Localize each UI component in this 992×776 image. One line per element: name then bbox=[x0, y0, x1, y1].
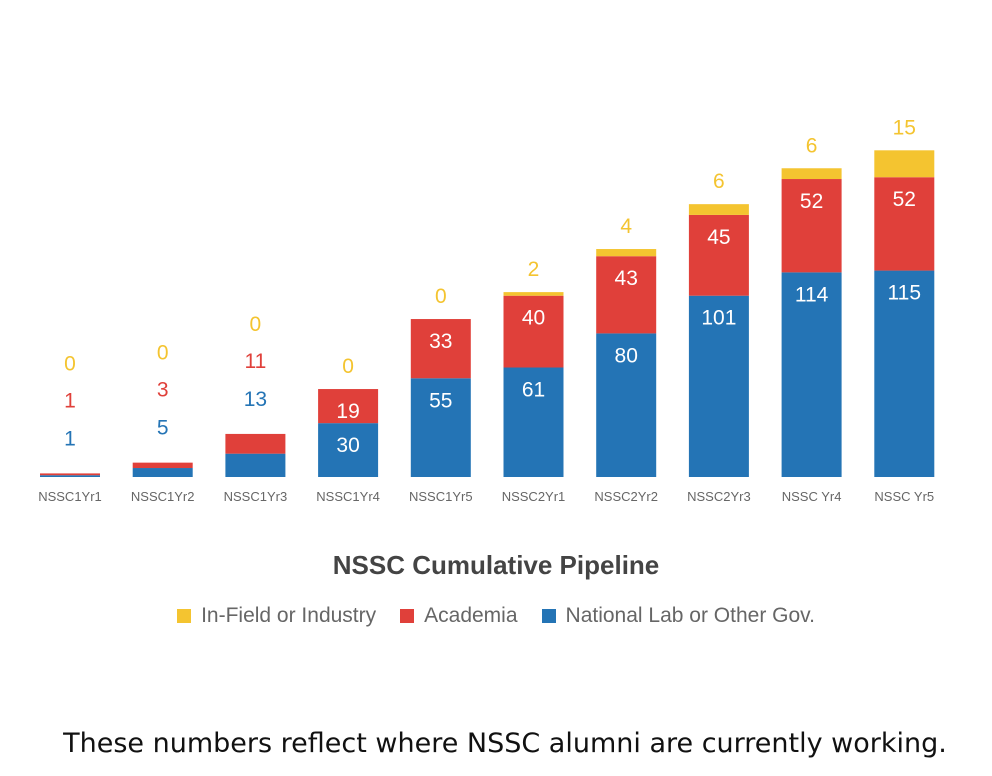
bar-segment-academia bbox=[781, 179, 842, 273]
bar-segment-academia bbox=[225, 433, 286, 454]
bar-segment-industry bbox=[874, 150, 935, 178]
legend-item-national-lab: National Lab or Other Gov. bbox=[541, 604, 815, 628]
legend-label-industry: In-Field or Industry bbox=[201, 604, 377, 627]
bar-segment-national-lab bbox=[318, 423, 379, 477]
x-tick-label: NSSC2Yr2 bbox=[594, 489, 658, 504]
bar-segment-industry bbox=[596, 249, 657, 257]
stacked-bar-chart: 110NSSC1Yr1530NSSC1Yr213110NSSC1Yr330190… bbox=[38, 116, 935, 504]
data-label-national-lab: 5 bbox=[157, 417, 169, 440]
bar-segment-academia bbox=[132, 462, 193, 469]
data-label-national-lab: 13 bbox=[244, 388, 267, 411]
x-tick-label: NSSC Yr5 bbox=[874, 489, 934, 504]
bar-segment-academia bbox=[318, 389, 379, 424]
bar-segment-national-lab bbox=[503, 367, 564, 477]
legend-swatch-industry bbox=[177, 609, 192, 623]
data-label-industry: 0 bbox=[250, 313, 262, 336]
bar-segment-national-lab bbox=[225, 453, 286, 477]
data-label-national-lab: 114 bbox=[795, 283, 829, 306]
bar-segment-industry bbox=[688, 204, 749, 215]
x-tick-label: NSSC Yr4 bbox=[782, 489, 842, 504]
legend-item-academia: Academia bbox=[400, 604, 518, 628]
x-tick-label: NSSC1Yr3 bbox=[224, 489, 288, 504]
x-tick-label: NSSC1Yr2 bbox=[131, 489, 195, 504]
data-label-academia: 52 bbox=[893, 188, 916, 211]
data-label-academia: 52 bbox=[800, 190, 823, 213]
bar-segment-academia bbox=[503, 295, 564, 368]
x-tick-label: NSSC1Yr1 bbox=[38, 489, 102, 504]
data-label-academia: 40 bbox=[522, 307, 545, 330]
caption-text: These numbers reflect where NSSC alumni … bbox=[63, 728, 947, 759]
data-label-national-lab: 115 bbox=[888, 282, 921, 305]
data-label-industry: 0 bbox=[435, 285, 447, 308]
data-label-industry: 2 bbox=[528, 258, 540, 281]
legend-item-industry: In-Field or Industry bbox=[177, 604, 376, 628]
data-label-academia: 43 bbox=[615, 267, 638, 290]
x-tick-label: NSSC2Yr3 bbox=[687, 489, 751, 504]
bar-segment-national-lab bbox=[596, 333, 657, 477]
data-label-national-lab: 61 bbox=[522, 379, 545, 402]
x-tick-label: NSSC2Yr1 bbox=[502, 489, 566, 504]
data-label-industry: 0 bbox=[64, 352, 76, 375]
data-label-national-lab: 30 bbox=[336, 434, 359, 457]
data-label-national-lab: 101 bbox=[701, 307, 736, 330]
legend-swatch-national-lab bbox=[541, 609, 556, 623]
x-tick-label: NSSC1Yr5 bbox=[409, 489, 473, 504]
bar-segment-national-lab bbox=[132, 468, 193, 477]
bar-segment-national-lab bbox=[40, 475, 100, 477]
data-label-national-lab: 80 bbox=[615, 344, 638, 367]
data-label-academia: 11 bbox=[244, 350, 266, 373]
bar-segment-national-lab bbox=[874, 270, 935, 477]
legend-swatch-academia bbox=[400, 609, 415, 623]
bar-segment-national-lab bbox=[688, 295, 749, 477]
data-label-industry: 6 bbox=[806, 134, 818, 157]
bar-segment-industry bbox=[503, 292, 564, 296]
data-label-academia: 33 bbox=[429, 330, 452, 353]
data-label-industry: 0 bbox=[157, 342, 169, 365]
bar-segment-industry bbox=[781, 168, 842, 180]
legend-label-academia: Academia bbox=[424, 604, 518, 627]
data-label-academia: 1 bbox=[64, 389, 76, 412]
bar-segment-academia bbox=[596, 256, 657, 334]
data-label-academia: 45 bbox=[707, 226, 730, 249]
x-tick-label: NSSC1Yr4 bbox=[316, 489, 380, 504]
bar-segment-academia bbox=[874, 177, 935, 271]
data-label-industry: 0 bbox=[342, 355, 354, 378]
bar-segment-academia bbox=[40, 473, 100, 476]
data-label-academia: 3 bbox=[157, 379, 169, 402]
data-label-industry: 15 bbox=[893, 116, 916, 139]
data-label-national-lab: 1 bbox=[64, 427, 76, 450]
data-label-industry: 4 bbox=[620, 215, 632, 238]
bar-segment-academia bbox=[688, 214, 749, 296]
data-label-industry: 6 bbox=[713, 170, 725, 193]
chart-title: NSSC Cumulative Pipeline bbox=[332, 550, 660, 580]
bar-segment-national-lab bbox=[410, 378, 471, 477]
chart-legend: In-Field or Industry Academia National L… bbox=[0, 604, 992, 628]
data-label-national-lab: 55 bbox=[429, 389, 452, 412]
data-label-academia: 19 bbox=[336, 400, 359, 423]
bar-segment-academia bbox=[410, 319, 471, 379]
bar-segment-national-lab bbox=[781, 272, 842, 477]
legend-label-national-lab: National Lab or Other Gov. bbox=[565, 604, 815, 627]
